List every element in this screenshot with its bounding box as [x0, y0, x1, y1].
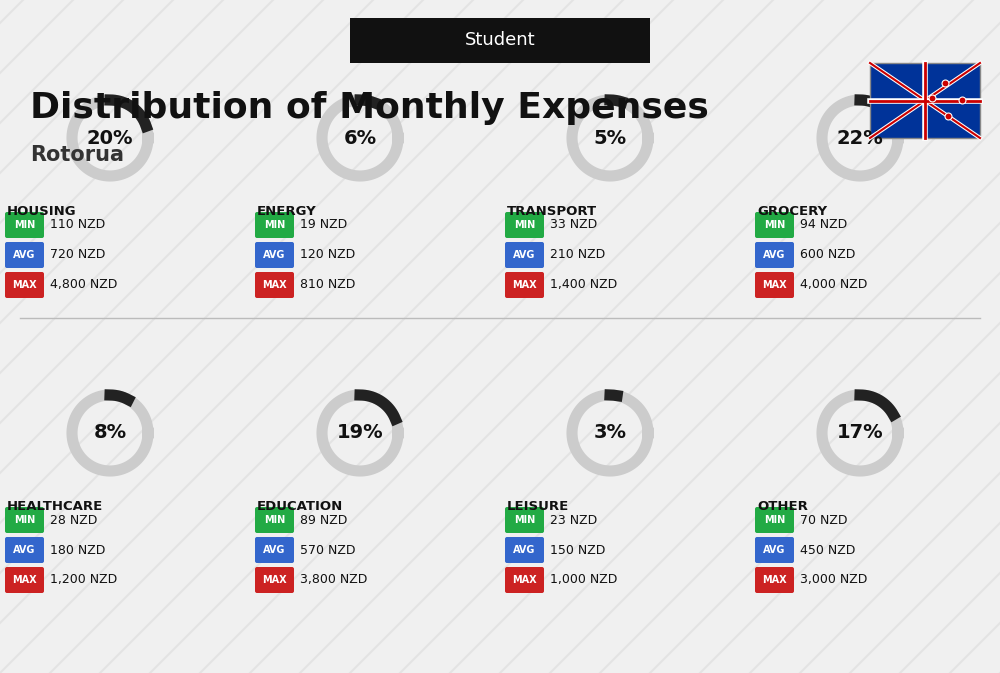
FancyBboxPatch shape [755, 567, 794, 593]
FancyBboxPatch shape [255, 567, 294, 593]
Text: 5%: 5% [593, 129, 627, 147]
Text: MAX: MAX [12, 575, 37, 585]
FancyBboxPatch shape [5, 272, 44, 298]
Text: EDUCATION: EDUCATION [257, 500, 343, 513]
Text: 3,000 NZD: 3,000 NZD [800, 573, 867, 586]
FancyBboxPatch shape [755, 242, 794, 268]
Text: OTHER: OTHER [757, 500, 808, 513]
Text: 210 NZD: 210 NZD [550, 248, 605, 262]
Text: 89 NZD: 89 NZD [300, 513, 347, 526]
FancyBboxPatch shape [505, 507, 544, 533]
FancyBboxPatch shape [350, 18, 650, 63]
FancyBboxPatch shape [870, 63, 980, 138]
Text: MIN: MIN [14, 220, 35, 230]
Text: MIN: MIN [764, 515, 785, 525]
Text: 70 NZD: 70 NZD [800, 513, 848, 526]
Text: MIN: MIN [764, 220, 785, 230]
Text: 33 NZD: 33 NZD [550, 219, 597, 232]
FancyBboxPatch shape [505, 567, 544, 593]
Text: Rotorua: Rotorua [30, 145, 124, 165]
Text: MIN: MIN [14, 515, 35, 525]
FancyBboxPatch shape [755, 272, 794, 298]
Text: 150 NZD: 150 NZD [550, 544, 605, 557]
Text: 110 NZD: 110 NZD [50, 219, 105, 232]
Text: GROCERY: GROCERY [757, 205, 827, 218]
Text: 6%: 6% [343, 129, 377, 147]
Text: AVG: AVG [763, 545, 786, 555]
FancyBboxPatch shape [755, 507, 794, 533]
Text: 1,200 NZD: 1,200 NZD [50, 573, 117, 586]
FancyBboxPatch shape [255, 537, 294, 563]
Text: 3,800 NZD: 3,800 NZD [300, 573, 367, 586]
Text: 4,000 NZD: 4,000 NZD [800, 279, 867, 291]
Text: 19 NZD: 19 NZD [300, 219, 347, 232]
Text: ENERGY: ENERGY [257, 205, 317, 218]
Text: MAX: MAX [262, 280, 287, 290]
Text: MAX: MAX [12, 280, 37, 290]
Text: AVG: AVG [13, 545, 36, 555]
FancyBboxPatch shape [505, 272, 544, 298]
Text: AVG: AVG [263, 250, 286, 260]
FancyBboxPatch shape [255, 507, 294, 533]
Text: LEISURE: LEISURE [507, 500, 569, 513]
FancyBboxPatch shape [755, 212, 794, 238]
FancyBboxPatch shape [5, 242, 44, 268]
FancyBboxPatch shape [505, 212, 544, 238]
Text: HEALTHCARE: HEALTHCARE [7, 500, 103, 513]
Text: AVG: AVG [513, 250, 536, 260]
Text: 20%: 20% [87, 129, 133, 147]
Text: 23 NZD: 23 NZD [550, 513, 597, 526]
FancyBboxPatch shape [755, 537, 794, 563]
Text: 180 NZD: 180 NZD [50, 544, 105, 557]
Text: AVG: AVG [763, 250, 786, 260]
FancyBboxPatch shape [5, 567, 44, 593]
Text: 22%: 22% [837, 129, 883, 147]
Text: HOUSING: HOUSING [7, 205, 77, 218]
FancyBboxPatch shape [5, 507, 44, 533]
FancyBboxPatch shape [5, 212, 44, 238]
Text: TRANSPORT: TRANSPORT [507, 205, 597, 218]
Text: 120 NZD: 120 NZD [300, 248, 355, 262]
Text: MAX: MAX [512, 280, 537, 290]
Text: MIN: MIN [264, 220, 285, 230]
Text: 810 NZD: 810 NZD [300, 279, 355, 291]
Text: Distribution of Monthly Expenses: Distribution of Monthly Expenses [30, 91, 709, 125]
Text: 4,800 NZD: 4,800 NZD [50, 279, 117, 291]
Text: MAX: MAX [262, 575, 287, 585]
Text: 1,000 NZD: 1,000 NZD [550, 573, 617, 586]
Text: Student: Student [465, 31, 535, 49]
Text: 94 NZD: 94 NZD [800, 219, 847, 232]
Text: AVG: AVG [513, 545, 536, 555]
Text: 720 NZD: 720 NZD [50, 248, 105, 262]
FancyBboxPatch shape [505, 242, 544, 268]
Text: MAX: MAX [762, 280, 787, 290]
FancyBboxPatch shape [255, 272, 294, 298]
Text: 28 NZD: 28 NZD [50, 513, 97, 526]
FancyBboxPatch shape [5, 537, 44, 563]
Text: 17%: 17% [837, 423, 883, 443]
Text: MIN: MIN [264, 515, 285, 525]
FancyBboxPatch shape [505, 537, 544, 563]
Text: MAX: MAX [762, 575, 787, 585]
Text: 19%: 19% [337, 423, 383, 443]
Text: 450 NZD: 450 NZD [800, 544, 855, 557]
Text: MIN: MIN [514, 515, 535, 525]
Text: MAX: MAX [512, 575, 537, 585]
Text: AVG: AVG [13, 250, 36, 260]
Text: MIN: MIN [514, 220, 535, 230]
FancyBboxPatch shape [255, 242, 294, 268]
Text: 8%: 8% [93, 423, 127, 443]
FancyBboxPatch shape [255, 212, 294, 238]
Text: AVG: AVG [263, 545, 286, 555]
Text: 570 NZD: 570 NZD [300, 544, 356, 557]
Text: 600 NZD: 600 NZD [800, 248, 855, 262]
Text: 1,400 NZD: 1,400 NZD [550, 279, 617, 291]
Text: 3%: 3% [594, 423, 626, 443]
